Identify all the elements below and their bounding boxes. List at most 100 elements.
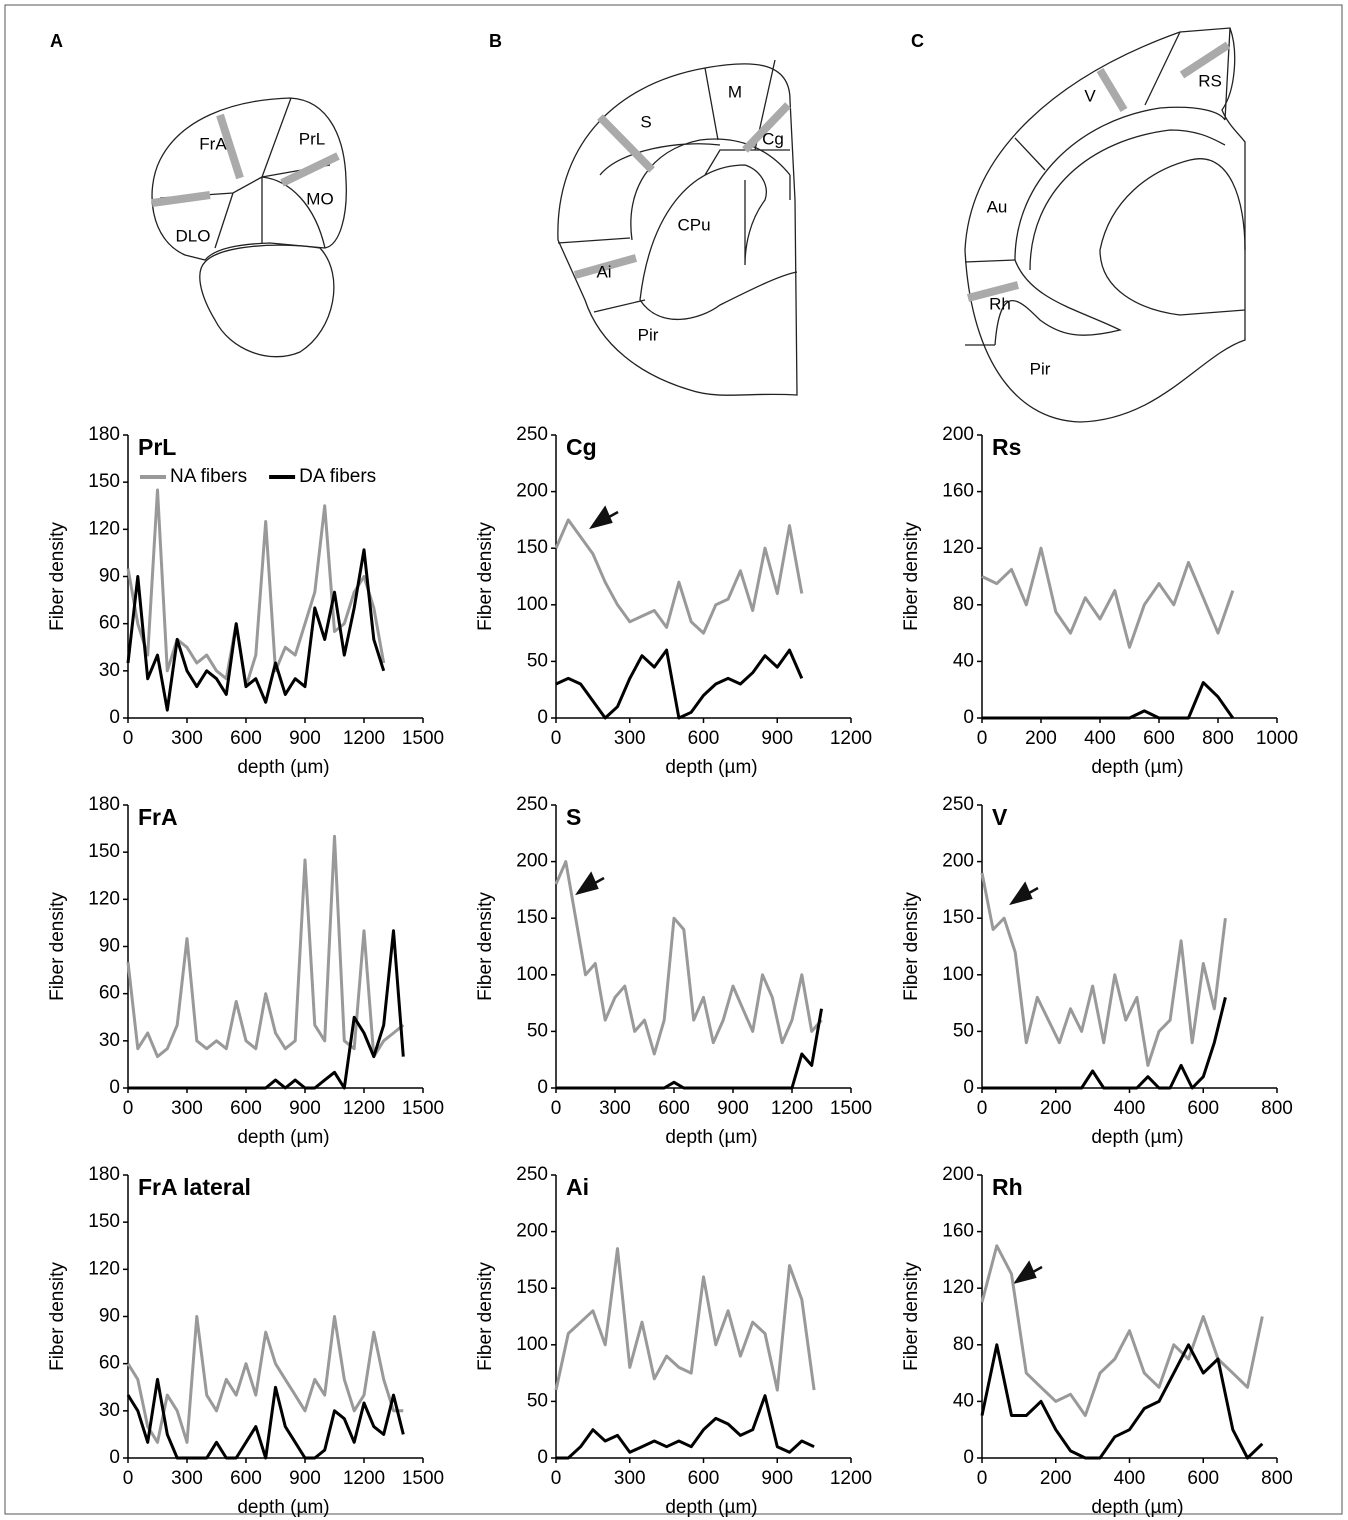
y-tick-label: 0	[963, 1447, 974, 1468]
data-line	[126, 488, 386, 689]
panel-label: B	[489, 31, 502, 51]
y-axis-label: Fiber density	[47, 892, 68, 1001]
data-line	[982, 681, 1235, 720]
x-tick-label: 600	[688, 1468, 720, 1489]
y-tick-label: 150	[88, 1211, 120, 1232]
x-tick-label: 200	[1040, 1098, 1072, 1119]
y-tick-label: 120	[942, 537, 974, 558]
x-tick-label: 800	[1261, 1468, 1293, 1489]
x-tick-label: 900	[289, 728, 321, 749]
x-tick-label: 1500	[830, 1098, 872, 1119]
y-tick-label: 120	[88, 518, 120, 539]
chart: 0 40 80 120 160 200 0 200 400 600 800 1000 Rs depth (…	[901, 424, 1298, 778]
chart-title: V	[992, 804, 1008, 830]
x-tick-label: 600	[230, 728, 262, 749]
region-label: M	[728, 82, 742, 101]
data-line	[554, 518, 804, 635]
x-tick-label: 300	[171, 1098, 203, 1119]
chart: 0 30 60 90 120 150 180 0 300 600 900 1200 1500 FrA dep…	[47, 794, 444, 1148]
x-axis-label: depth (µm)	[237, 1497, 329, 1518]
y-tick-label: 150	[516, 1277, 548, 1298]
legend-label: NA fibers	[170, 466, 247, 487]
x-tick-label: 300	[614, 728, 646, 749]
panel-label: C	[911, 31, 924, 51]
x-tick-label: 1200	[343, 1468, 385, 1489]
x-tick-label: 1000	[1256, 728, 1298, 749]
y-tick-label: 150	[516, 537, 548, 558]
y-tick-label: 60	[99, 613, 120, 634]
y-axis-label: Fiber density	[47, 522, 68, 631]
x-tick-label: 800	[1202, 728, 1234, 749]
y-tick-label: 160	[942, 481, 974, 502]
region-label: Ai	[596, 262, 611, 281]
x-tick-label: 200	[1025, 728, 1057, 749]
y-tick-label: 200	[942, 1164, 974, 1185]
x-tick-label: 600	[1187, 1098, 1219, 1119]
y-tick-label: 90	[99, 1306, 120, 1327]
x-tick-label: 800	[1261, 1098, 1293, 1119]
y-tick-label: 120	[942, 1277, 974, 1298]
region-label: FrA	[199, 134, 227, 153]
x-tick-label: 1500	[402, 1098, 444, 1119]
x-axis-label: depth (µm)	[1091, 757, 1183, 778]
data-line	[126, 548, 386, 712]
data-line	[556, 1008, 823, 1090]
y-tick-label: 50	[527, 650, 548, 671]
data-line	[554, 1247, 816, 1392]
x-tick-label: 400	[1114, 1098, 1146, 1119]
chart: 0 50 100 150 200 250 0 300 600 900 1200 Cg depth (µm…	[475, 424, 872, 778]
y-tick-label: 0	[537, 707, 548, 728]
region-label: DLO	[176, 226, 211, 245]
y-tick-label: 200	[942, 424, 974, 445]
region-label: Rh	[989, 294, 1011, 313]
region-label: RS	[1198, 71, 1222, 90]
region-label: MO	[306, 189, 333, 208]
chart-title: S	[566, 804, 581, 830]
y-tick-label: 250	[516, 794, 548, 815]
y-axis-label: Fiber density	[47, 1262, 68, 1371]
y-tick-label: 30	[99, 660, 120, 681]
y-axis-label: Fiber density	[901, 522, 922, 631]
x-tick-label: 200	[1040, 1468, 1072, 1489]
chart-title: Rs	[992, 434, 1021, 460]
x-tick-label: 600	[1187, 1468, 1219, 1489]
y-tick-label: 40	[953, 650, 974, 671]
x-axis-label: depth (µm)	[665, 1497, 757, 1518]
data-line	[128, 929, 405, 1090]
y-tick-label: 0	[109, 1077, 120, 1098]
data-line	[980, 1343, 1264, 1460]
x-axis-label: depth (µm)	[1091, 1127, 1183, 1148]
x-tick-label: 300	[599, 1098, 631, 1119]
x-tick-label: 900	[289, 1098, 321, 1119]
chart: 0 30 60 90 120 150 180 0 300 600 900 1200 1500 PrL dep…	[47, 424, 444, 778]
x-tick-label: 0	[123, 728, 134, 749]
y-tick-label: 40	[953, 1390, 974, 1411]
x-tick-label: 1500	[402, 1468, 444, 1489]
chart-title: Rh	[992, 1174, 1023, 1200]
x-tick-label: 400	[1084, 728, 1116, 749]
y-tick-label: 200	[516, 851, 548, 872]
x-tick-label: 0	[123, 1468, 134, 1489]
data-line	[555, 648, 804, 720]
region-label: PrL	[299, 129, 325, 148]
x-tick-label: 1200	[343, 1098, 385, 1119]
y-tick-label: 60	[99, 983, 120, 1004]
data-line	[554, 860, 823, 1056]
region-label: CPu	[677, 215, 710, 234]
y-axis-label: Fiber density	[475, 892, 496, 1001]
y-tick-label: 30	[99, 1030, 120, 1051]
chart: 0 50 100 150 200 250 0 300 600 900 1200 1500 Sdepth …	[475, 794, 872, 1148]
x-axis-label: depth (µm)	[237, 757, 329, 778]
x-axis-label: depth (µm)	[237, 1127, 329, 1148]
y-tick-label: 0	[963, 707, 974, 728]
y-tick-label: 150	[88, 471, 120, 492]
region-label: V	[1084, 86, 1096, 105]
chart-title: Cg	[566, 434, 597, 460]
y-tick-label: 50	[953, 1020, 974, 1041]
x-tick-label: 900	[761, 1468, 793, 1489]
x-tick-label: 1200	[830, 1468, 872, 1489]
chart: 0 30 60 90 120 150 180 0 300 600 900 1200 1500 FrA la…	[47, 1164, 444, 1518]
chart: 0 40 80 120 160 200 0 200 400 600 800 Rh depth (µm) F…	[901, 1164, 1293, 1518]
x-tick-label: 1200	[771, 1098, 813, 1119]
y-tick-label: 0	[109, 1447, 120, 1468]
